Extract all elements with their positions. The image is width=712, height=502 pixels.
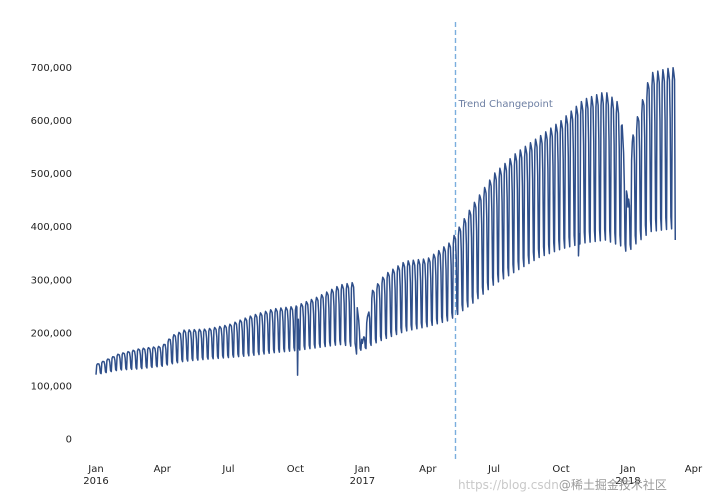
x-tick-year-label: 2016 [83,476,108,487]
y-tick-label: 600,000 [31,116,72,127]
x-tick-label: Jul [487,464,500,475]
x-tick-label: Apr [685,464,703,475]
y-tick-label: 200,000 [31,328,72,339]
x-tick-year-label: 2017 [350,476,375,487]
y-axis-ticks: 0 100,000 200,000 300,000 400,000 500,000 600,… [31,63,72,445]
x-tick-label: Apr [154,464,172,475]
watermark: https://blog.csdn@稀土掘金技术社区 [458,476,667,493]
y-tick-label: 100,000 [31,381,72,392]
y-tick-label: 400,000 [31,222,72,233]
y-tick-label: 300,000 [31,275,72,286]
y-tick-label: 0 [66,434,72,445]
watermark-url: https://blog.csdn [458,478,559,492]
x-tick-year-label: 2018 [615,476,640,487]
x-tick-label: Oct [287,464,304,475]
x-tick-label: Oct [552,464,569,475]
series-line [95,66,677,376]
x-tick-label: Jan [619,464,635,475]
y-tick-label: 700,000 [31,63,72,74]
x-tick-label: Jan [354,464,370,475]
x-tick-label: Jan [87,464,103,475]
watermark-community: @稀土掘金技术社区 [558,478,667,492]
y-tick-label: 500,000 [31,169,72,180]
trend-changepoint-label: Trend Changepoint [457,99,552,110]
x-tick-label: Apr [419,464,437,475]
x-tick-label: Jul [221,464,234,475]
